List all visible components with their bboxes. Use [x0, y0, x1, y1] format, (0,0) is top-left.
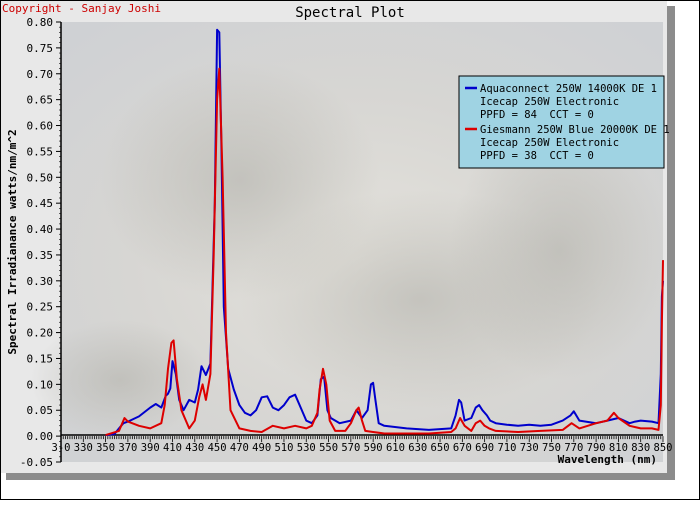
legend-entry-1-line-1: Aquaconnect 250W 14000K DE 1 — [480, 83, 657, 95]
y-tick-label: 0.40 — [27, 223, 54, 236]
x-tick-label: 470 — [230, 442, 249, 454]
x-tick-label: 450 — [208, 442, 227, 454]
y-tick-label: 0.30 — [27, 275, 54, 288]
y-tick-label: 0.00 — [27, 430, 54, 443]
series-line-1 — [105, 28, 664, 437]
y-tick-label: 0.20 — [27, 327, 54, 340]
x-tick-label: 370 — [118, 442, 137, 454]
minor-ticks — [59, 21, 664, 463]
legend-entry-1-line-3: PPFD = 84 CCT = 0 — [480, 109, 594, 121]
x-tick-label: 710 — [497, 442, 516, 454]
y-axis-label: Spectral Irradianance watts/nm/m^2 — [6, 129, 19, 354]
x-tick-label: 850 — [654, 442, 673, 454]
x-tick-label: 330 — [74, 442, 93, 454]
y-tick-label: 0.10 — [27, 378, 54, 391]
y-tick-label: 0.80 — [27, 16, 54, 29]
y-tick-label: 0.45 — [27, 197, 54, 210]
x-tick-label: 510 — [274, 442, 293, 454]
x-tick-label: 410 — [163, 442, 182, 454]
y-tick-label: 0.55 — [27, 145, 54, 158]
legend-box — [458, 75, 665, 169]
y-tick-label: 0.35 — [27, 249, 54, 262]
y-tick-label: 0.75 — [27, 42, 54, 55]
x-tick-label: 670 — [453, 442, 472, 454]
x-tick-label: 550 — [319, 442, 338, 454]
y-tick-label: -0.05 — [20, 456, 53, 469]
series-layer — [105, 28, 664, 437]
x-tick-label: 690 — [475, 442, 494, 454]
panel-shadow-bottom — [6, 473, 675, 480]
x-tick-label: 490 — [252, 442, 271, 454]
x-tick-label: 350 — [96, 442, 115, 454]
x-tick-label: 730 — [520, 442, 539, 454]
series-line-2 — [105, 67, 664, 437]
x-axis-ticks: 3-0 330 350 370 390 410 430 450 470 490 510 530 550 5… — [52, 442, 673, 454]
x-tick-label: 570 — [341, 442, 360, 454]
y-tick-label: 0.65 — [27, 94, 54, 107]
legend-entry-2-line-1: Giesmann 250W Blue 20000K DE 1 — [480, 124, 670, 136]
y-tick-label: 0.15 — [27, 352, 54, 365]
x-tick-label: 770 — [564, 442, 583, 454]
y-tick-label: 0.70 — [27, 68, 54, 81]
x-tick-label: 590 — [364, 442, 383, 454]
x-tick-label: 750 — [542, 442, 561, 454]
copyright-text: Copyright - Sanjay Joshi — [2, 2, 161, 15]
legend-entry-1-line-2: Icecap 250W Electronic — [480, 96, 619, 108]
x-tick-label: 390 — [141, 442, 160, 454]
x-tick-label: 810 — [609, 442, 628, 454]
y-tick-label: 0.25 — [27, 301, 54, 314]
chart-title: Spectral Plot — [295, 5, 405, 21]
x-tick-label: 3-0 — [52, 442, 71, 454]
legend-entry-2-line-3: PPFD = 38 CCT = 0 — [480, 150, 594, 162]
x-tick-label: 650 — [431, 442, 450, 454]
y-tick-label: 0.50 — [27, 171, 54, 184]
y-tick-label: 0.60 — [27, 120, 54, 133]
x-tick-label: 790 — [587, 442, 606, 454]
x-tick-label: 610 — [386, 442, 405, 454]
x-tick-label: 430 — [185, 442, 204, 454]
legend-entry-2-line-2: Icecap 250W Electronic — [480, 137, 619, 149]
x-tick-label: 530 — [297, 442, 316, 454]
x-tick-label: 830 — [631, 442, 650, 454]
y-tick-label: 0.05 — [27, 404, 54, 417]
y-axis-ticks: -0.05 0.00 0.05 0.10 0.15 0.20 0.25 0.30 0.35 0.4… — [20, 16, 61, 469]
x-tick-label: 630 — [408, 442, 427, 454]
panel-shadow-right — [667, 6, 675, 478]
x-axis-label: Wavelength (nm) — [558, 453, 657, 466]
